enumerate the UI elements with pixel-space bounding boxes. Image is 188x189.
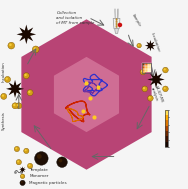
Polygon shape	[6, 80, 24, 98]
Polygon shape	[164, 126, 168, 131]
Polygon shape	[145, 64, 148, 66]
Circle shape	[59, 159, 62, 162]
Text: LA-ICP-MS
analysis: LA-ICP-MS analysis	[149, 85, 164, 104]
Circle shape	[116, 19, 117, 20]
Circle shape	[137, 43, 141, 48]
Circle shape	[13, 104, 15, 106]
Text: Incubation: Incubation	[149, 32, 160, 53]
Text: Sample: Sample	[131, 13, 141, 28]
Polygon shape	[115, 29, 118, 33]
Circle shape	[5, 77, 11, 82]
Circle shape	[116, 24, 117, 26]
Circle shape	[163, 86, 168, 92]
Circle shape	[37, 154, 42, 159]
Circle shape	[16, 160, 21, 165]
Circle shape	[28, 164, 30, 166]
Circle shape	[141, 70, 143, 72]
Circle shape	[17, 160, 19, 163]
Polygon shape	[142, 64, 145, 66]
Circle shape	[116, 22, 117, 24]
Polygon shape	[164, 131, 168, 136]
Text: Incubation: Incubation	[2, 62, 6, 82]
Circle shape	[143, 87, 145, 89]
Circle shape	[27, 90, 33, 96]
Circle shape	[35, 152, 48, 165]
Circle shape	[12, 103, 18, 109]
Text: Magnetic particles: Magnetic particles	[29, 181, 67, 185]
Circle shape	[21, 181, 23, 183]
Polygon shape	[164, 136, 168, 142]
Text: Monomer: Monomer	[29, 174, 49, 178]
Polygon shape	[145, 67, 148, 69]
Circle shape	[32, 46, 39, 53]
Circle shape	[15, 147, 17, 149]
Polygon shape	[145, 70, 148, 72]
Polygon shape	[142, 70, 145, 72]
Circle shape	[164, 68, 166, 70]
Polygon shape	[147, 71, 165, 88]
Circle shape	[28, 91, 30, 93]
Polygon shape	[17, 25, 36, 44]
Circle shape	[17, 104, 19, 106]
Circle shape	[34, 47, 36, 50]
Polygon shape	[148, 64, 151, 66]
Circle shape	[163, 67, 168, 73]
Circle shape	[23, 73, 29, 79]
Circle shape	[148, 95, 153, 101]
Circle shape	[116, 26, 117, 28]
Polygon shape	[54, 57, 119, 132]
Polygon shape	[142, 67, 145, 69]
Text: Synthesis: Synthesis	[2, 112, 6, 130]
Polygon shape	[148, 67, 151, 69]
Circle shape	[24, 148, 29, 153]
Polygon shape	[164, 120, 168, 126]
Circle shape	[24, 74, 27, 76]
Text: Collection
and isolation
of MT from sample: Collection and isolation of MT from samp…	[56, 11, 95, 25]
Circle shape	[149, 96, 151, 99]
Circle shape	[25, 149, 27, 151]
Circle shape	[116, 20, 117, 22]
Circle shape	[20, 180, 25, 185]
Polygon shape	[148, 70, 151, 72]
Circle shape	[6, 77, 8, 80]
Circle shape	[2, 94, 4, 97]
Circle shape	[9, 43, 12, 46]
Circle shape	[118, 23, 122, 27]
Circle shape	[20, 174, 25, 179]
Circle shape	[21, 175, 23, 177]
Circle shape	[14, 146, 20, 152]
Circle shape	[142, 86, 148, 92]
Text: Template: Template	[29, 168, 48, 172]
Circle shape	[27, 163, 33, 169]
Polygon shape	[21, 19, 152, 170]
Circle shape	[140, 69, 146, 75]
Polygon shape	[164, 142, 168, 147]
Polygon shape	[145, 40, 156, 51]
Polygon shape	[19, 166, 26, 173]
Circle shape	[138, 44, 139, 46]
Circle shape	[8, 42, 15, 49]
Circle shape	[164, 87, 166, 89]
Circle shape	[57, 157, 67, 167]
Polygon shape	[113, 18, 120, 29]
Circle shape	[1, 93, 7, 99]
Circle shape	[16, 103, 22, 109]
Polygon shape	[164, 110, 168, 115]
Polygon shape	[164, 115, 168, 120]
